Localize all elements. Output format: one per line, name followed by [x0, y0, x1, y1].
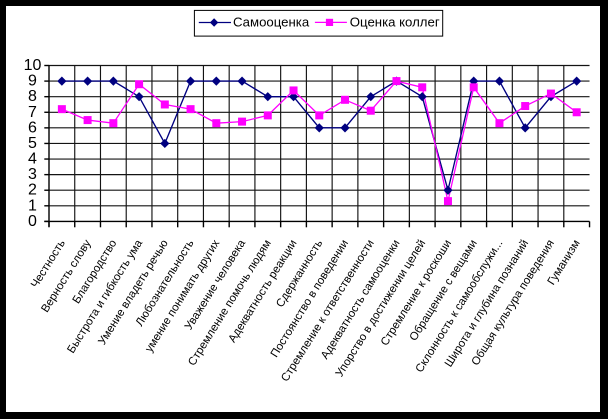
- svg-text:Самооценка: Самооценка: [233, 14, 310, 29]
- svg-text:2: 2: [28, 182, 37, 199]
- svg-text:6: 6: [28, 119, 37, 136]
- svg-text:5: 5: [28, 135, 37, 152]
- svg-text:4: 4: [28, 151, 37, 168]
- svg-text:3: 3: [28, 166, 37, 183]
- svg-text:9: 9: [28, 73, 37, 90]
- svg-text:1: 1: [28, 197, 37, 214]
- svg-text:7: 7: [28, 104, 37, 121]
- svg-text:0: 0: [28, 213, 37, 230]
- svg-text:Оценка коллег: Оценка коллег: [350, 14, 440, 29]
- svg-text:10: 10: [24, 57, 42, 74]
- svg-text:8: 8: [28, 88, 37, 105]
